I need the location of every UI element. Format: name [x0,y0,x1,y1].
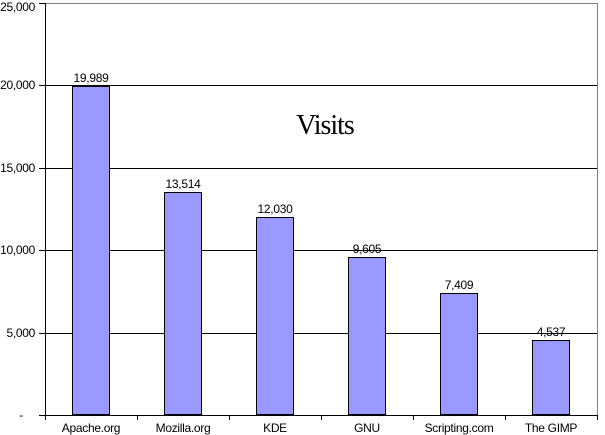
gridline [45,168,598,169]
y-axis-label: 10,000 [0,243,35,257]
bar-value-label: 4,537 [536,325,566,339]
x-axis-tick [413,415,414,420]
y-axis-tick [39,250,45,251]
category-label: GNU [354,421,380,435]
y-axis-tick [39,3,45,4]
bar-value-label: 19,989 [73,71,109,85]
bar [532,340,570,415]
x-axis-tick [321,415,322,420]
chart-title: Visits [296,110,355,141]
x-axis-tick [137,415,138,420]
y-axis-label: 15,000 [0,161,35,175]
bar-value-label: 13,514 [165,177,201,191]
bar [256,217,294,415]
category-label: Scripting.com [424,421,494,435]
bar-value-label: 9,605 [352,242,382,256]
y-axis-label: 20,000 [0,78,35,92]
x-axis-tick [229,415,230,420]
category-label: The GIMP [524,421,578,435]
bar-value-label: 12,030 [257,202,293,216]
y-axis-label: 25,000 [0,0,35,14]
y-axis-tick [39,168,45,169]
gridline [45,333,598,334]
y-axis-label: 5,000 [6,326,35,340]
plot-border-top [45,3,598,4]
y-axis-tick [39,85,45,86]
category-label: Mozilla.org [155,421,211,435]
gridline [45,85,598,86]
y-axis-tick [39,333,45,334]
gridline [45,250,598,251]
bar [164,192,202,415]
bar [348,257,386,415]
x-axis-tick [45,415,46,420]
category-label: Apache.org [61,421,121,435]
y-axis-tick [39,415,45,416]
plot-border-right [597,3,598,415]
bar [440,293,478,415]
y-axis-line [45,3,46,416]
x-axis-tick [597,415,598,420]
x-axis-tick [505,415,506,420]
bar [72,86,110,415]
category-label: KDE [263,421,287,435]
bar-value-label: 7,409 [444,278,474,292]
y-axis-label: - [19,408,23,422]
